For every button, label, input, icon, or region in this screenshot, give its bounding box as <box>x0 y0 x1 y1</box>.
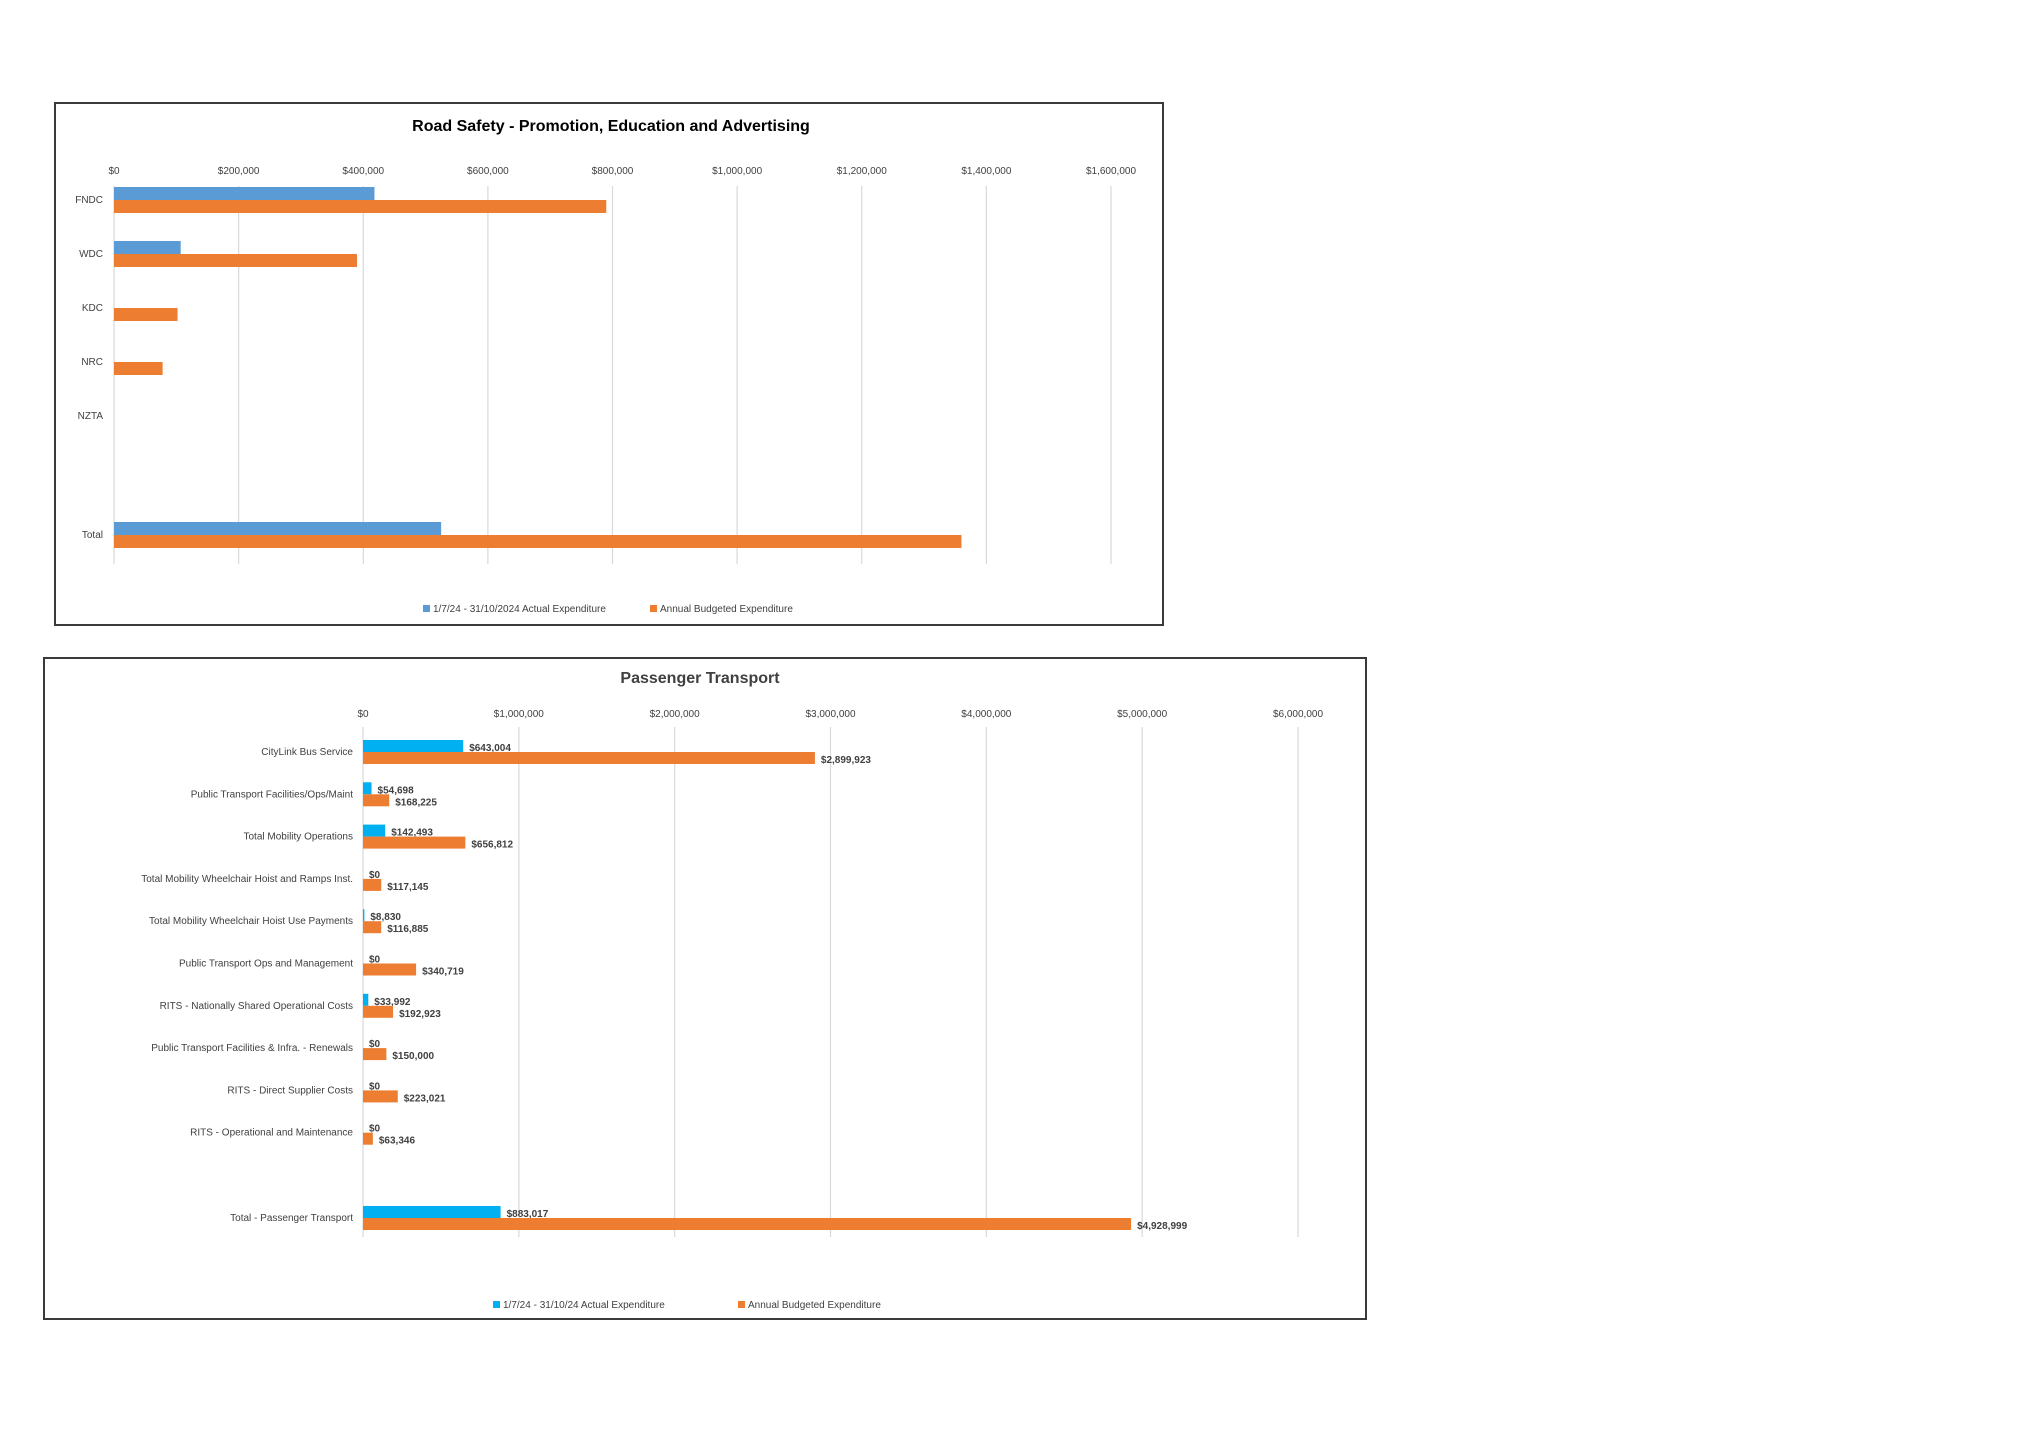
data-label: $883,017 <box>507 1209 549 1220</box>
x-tick-label: $6,000,000 <box>1273 709 1323 720</box>
budget-bar <box>363 1218 1132 1230</box>
budget-bar <box>363 921 382 934</box>
data-label: $33,992 <box>374 997 411 1008</box>
data-label: $0 <box>369 870 381 881</box>
category-label: Public Transport Facilities/Ops/Maint <box>191 789 354 800</box>
budget-bar <box>363 752 815 764</box>
passenger-transport-chart-panel: Passenger Transport $0 $1,000,000 $2,000,0… <box>43 657 1367 1320</box>
legend-label: Annual Budgeted Expenditure <box>660 604 793 615</box>
data-label: $117,145 <box>387 882 429 893</box>
x-tick-label: $600,000 <box>467 166 509 177</box>
data-label: $0 <box>369 1124 381 1135</box>
category-label: RITS - Direct Supplier Costs <box>227 1085 353 1096</box>
x-tick-label: $0 <box>108 166 120 177</box>
x-tick-label: $4,000,000 <box>961 709 1011 720</box>
data-label: $656,812 <box>471 840 513 851</box>
x-tick-label: $400,000 <box>342 166 384 177</box>
legend-label: Annual Budgeted Expenditure <box>748 1300 881 1311</box>
road-safety-chart-panel: Road Safety - Promotion, Education and A… <box>54 102 1164 626</box>
category-label: Total Mobility Operations <box>244 832 354 843</box>
x-tick-label: $0 <box>357 709 369 720</box>
category-label: Public Transport Facilities & Infra. - R… <box>151 1043 353 1054</box>
legend-label: 1/7/24 - 31/10/2024 Actual Expenditure <box>433 604 606 615</box>
legend-swatch <box>423 605 430 612</box>
data-label: $63,346 <box>379 1136 416 1147</box>
data-label: $8,830 <box>370 912 401 923</box>
category-label: Total - Passenger Transport <box>230 1213 353 1224</box>
x-tick-label: $1,400,000 <box>961 166 1011 177</box>
legend-label: 1/7/24 - 31/10/24 Actual Expenditure <box>503 1300 665 1311</box>
x-tick-label: $200,000 <box>218 166 260 177</box>
budget-bar <box>363 963 417 976</box>
x-tick-label: $5,000,000 <box>1117 709 1167 720</box>
category-label: NZTA <box>78 411 104 422</box>
x-tick-label: $800,000 <box>592 166 634 177</box>
passenger-transport-chart: Passenger Transport $0 $1,000,000 $2,000,0… <box>141 670 1323 1311</box>
budget-bar <box>363 836 466 849</box>
actual-bar <box>114 241 181 254</box>
chart-title: Road Safety - Promotion, Education and A… <box>412 118 810 135</box>
legend-swatch <box>650 605 657 612</box>
budget-bar <box>363 1090 398 1103</box>
x-tick-label: $1,600,000 <box>1086 166 1136 177</box>
data-label: $116,885 <box>387 924 429 935</box>
category-label: KDC <box>82 303 103 314</box>
actual-bar <box>363 909 365 922</box>
legend-swatch <box>493 1301 500 1308</box>
budget-bar <box>363 794 390 807</box>
data-label: $0 <box>369 1039 381 1050</box>
x-tick-label: $1,200,000 <box>837 166 887 177</box>
actual-bar <box>363 740 464 752</box>
data-label: $142,493 <box>391 828 433 839</box>
data-label: $0 <box>369 1081 381 1092</box>
data-label: $150,000 <box>392 1051 434 1062</box>
data-label: $192,923 <box>399 1009 441 1020</box>
budget-bar <box>114 254 358 267</box>
data-label: $54,698 <box>378 785 415 796</box>
category-label: NRC <box>81 357 103 368</box>
budget-bar <box>363 1048 387 1061</box>
category-label: Total <box>82 530 103 541</box>
actual-bar <box>363 1206 501 1218</box>
data-label: $340,719 <box>422 967 464 978</box>
budget-bar <box>114 308 178 321</box>
actual-bar <box>114 187 375 200</box>
x-tick-label: $3,000,000 <box>805 709 855 720</box>
category-label: CityLink Bus Service <box>261 747 353 758</box>
x-tick-label: $2,000,000 <box>650 709 700 720</box>
actual-bar <box>114 522 442 535</box>
chart-title: Passenger Transport <box>620 670 780 687</box>
road-safety-chart: Road Safety - Promotion, Education and A… <box>75 118 1136 615</box>
actual-bar <box>363 824 386 837</box>
x-tick-label: $1,000,000 <box>712 166 762 177</box>
actual-bar <box>363 993 369 1006</box>
budget-bar <box>363 1005 394 1018</box>
legend-swatch <box>738 1301 745 1308</box>
category-label: Public Transport Ops and Management <box>179 959 353 970</box>
x-tick-label: $1,000,000 <box>494 709 544 720</box>
data-label: $2,899,923 <box>821 755 871 766</box>
category-label: Total Mobility Wheelchair Hoist Use Paym… <box>149 916 353 927</box>
budget-bar <box>114 535 962 548</box>
actual-bar <box>363 782 372 795</box>
data-label: $4,928,999 <box>1137 1221 1187 1232</box>
data-label: $223,021 <box>404 1093 446 1104</box>
category-label: WDC <box>79 249 103 260</box>
category-label: FNDC <box>75 195 103 206</box>
data-label: $168,225 <box>395 797 437 808</box>
data-label: $0 <box>369 955 381 966</box>
data-label: $643,004 <box>469 743 511 754</box>
budget-bar <box>114 362 163 375</box>
budget-bar <box>363 878 382 891</box>
budget-bar <box>114 200 607 213</box>
budget-bar <box>363 1132 373 1145</box>
category-label: RITS - Operational and Maintenance <box>190 1128 353 1139</box>
category-label: RITS - Nationally Shared Operational Cos… <box>160 1001 353 1012</box>
category-label: Total Mobility Wheelchair Hoist and Ramp… <box>141 874 353 885</box>
